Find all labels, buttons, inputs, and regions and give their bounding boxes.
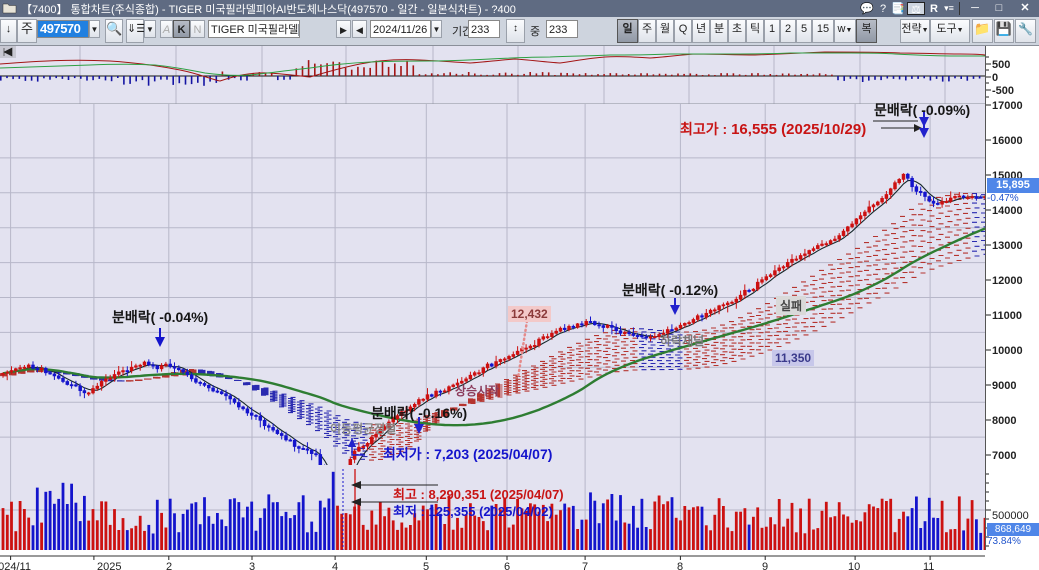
svg-text:8: 8 [677, 561, 683, 570]
svg-text:3: 3 [249, 561, 255, 570]
svg-text:10: 10 [848, 561, 860, 570]
svg-text:2025: 2025 [97, 561, 121, 570]
svg-text:4: 4 [332, 561, 338, 570]
svg-text:2024/11: 2024/11 [0, 561, 31, 570]
svg-text:5: 5 [423, 561, 429, 570]
svg-text:9: 9 [762, 561, 768, 570]
svg-text:2: 2 [166, 561, 172, 570]
svg-text:6: 6 [504, 561, 510, 570]
svg-text:7: 7 [582, 561, 588, 570]
svg-text:11: 11 [923, 561, 934, 570]
